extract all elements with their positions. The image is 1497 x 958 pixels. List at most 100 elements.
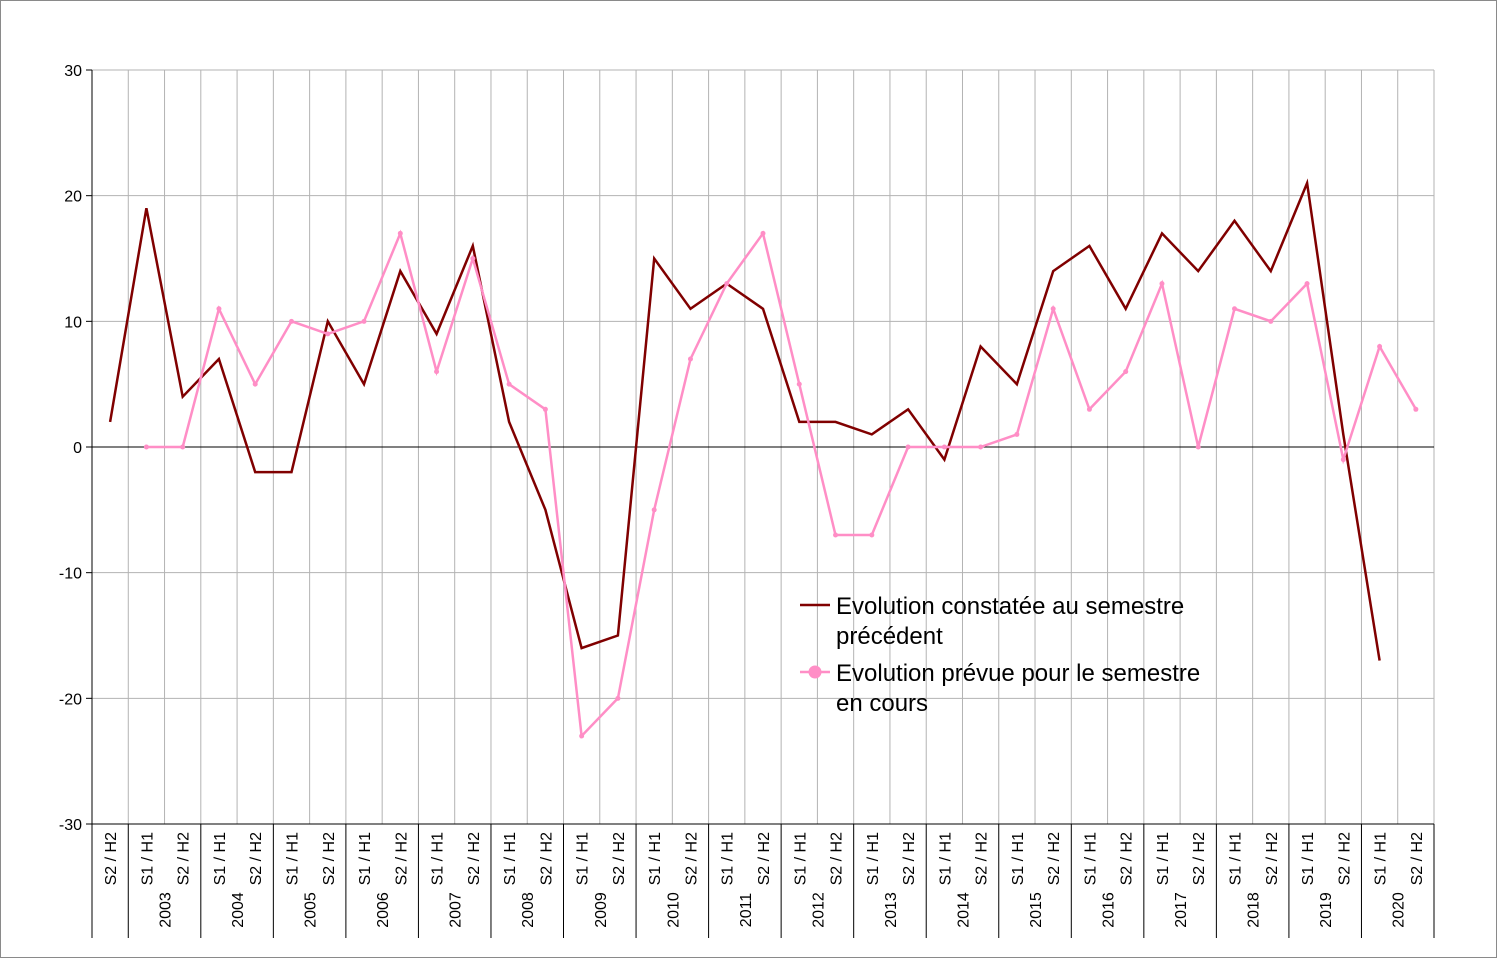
x-year-label: 2009 xyxy=(593,892,610,928)
x-axis-categories: S2 / H2 S1 / H1 S2 / H2 S1 / H1 S2 / H2 S1 / … xyxy=(91,823,1435,938)
x-tick-label: S2 / H2 xyxy=(829,832,846,885)
x-tick-label: S1 / H1 xyxy=(792,832,809,885)
y-tick-label: -20 xyxy=(59,691,82,708)
x-tick-label: S2 / H2 xyxy=(1046,832,1063,885)
series-point-forecast xyxy=(651,507,657,513)
x-tick-label: S2 / H2 xyxy=(103,832,120,885)
x-year-label: 2014 xyxy=(955,892,972,928)
x-tick-label: S1 / H1 xyxy=(1373,832,1390,885)
x-year-label: 2010 xyxy=(665,892,682,928)
x-year-label: 2004 xyxy=(230,892,247,928)
x-year-label: 2007 xyxy=(448,892,465,928)
x-tick-label: S1 / H1 xyxy=(502,832,519,885)
x-year-label: 2006 xyxy=(375,892,392,928)
x-year-label: 2005 xyxy=(303,892,320,928)
legend-swatch-forecast-marker xyxy=(808,665,822,679)
x-tick-label: S1 / H1 xyxy=(937,832,954,885)
legend-label-forecast-line1: Evolution prévue pour le semestre xyxy=(836,660,1200,687)
series-point-forecast xyxy=(1050,306,1056,312)
series-point-forecast xyxy=(1413,406,1419,412)
series-point-forecast xyxy=(1232,306,1238,312)
series-point-forecast xyxy=(760,230,766,236)
series-point-forecast xyxy=(506,381,512,387)
x-tick-label: S1 / H1 xyxy=(1228,832,1245,885)
series-point-forecast xyxy=(470,256,476,261)
x-year-label: 2016 xyxy=(1101,892,1118,928)
x-tick-label: S2 / H2 xyxy=(248,832,265,885)
x-year-label: 2003 xyxy=(158,892,175,928)
series-point-forecast xyxy=(1123,369,1129,375)
series-point-forecast xyxy=(579,733,585,739)
series-line-observed xyxy=(108,178,1381,661)
x-tick-label: S2 / H2 xyxy=(1191,832,1208,885)
series-point-forecast xyxy=(397,230,403,236)
y-tick-label: -30 xyxy=(59,817,82,834)
x-tick-label: S2 / H2 xyxy=(538,832,555,885)
y-tick-label: 10 xyxy=(64,314,82,331)
series-point-forecast xyxy=(216,306,222,312)
series-point-forecast xyxy=(1304,281,1310,287)
series-point-forecast xyxy=(1377,343,1383,349)
x-tick-label: S1 / H1 xyxy=(865,832,882,885)
y-tick-label: 30 xyxy=(64,63,82,80)
series-point-forecast xyxy=(978,444,984,450)
x-year-label: 2018 xyxy=(1246,892,1263,928)
series-point-forecast xyxy=(143,444,149,450)
series-point-forecast xyxy=(796,381,802,387)
series-point-forecast xyxy=(361,318,367,324)
y-tick-label: 0 xyxy=(73,440,82,457)
legend-label-observed-line1: Evolution constatée au semestre xyxy=(836,593,1184,620)
series-point-forecast xyxy=(434,369,440,375)
y-tick-label: -10 xyxy=(59,566,82,583)
x-tick-label: S1 / H1 xyxy=(720,832,737,885)
x-tick-label: S2 / H2 xyxy=(176,832,193,885)
legend-label-observed-line2: précédent xyxy=(836,623,943,650)
x-tick-label: S2 / H2 xyxy=(393,832,410,885)
series-point-forecast xyxy=(542,406,548,412)
series-point-forecast xyxy=(288,318,294,324)
series-point-forecast xyxy=(941,444,947,450)
x-year-label: 2011 xyxy=(738,893,755,928)
x-year-label: 2015 xyxy=(1028,892,1045,928)
y-axis-ticks: 30 20 10 0 -10 -20 -30 xyxy=(59,63,1434,834)
x-tick-label: S1 / H1 xyxy=(1300,832,1317,885)
x-year-label: 2012 xyxy=(810,892,827,928)
x-tick-label: S2 / H2 xyxy=(1409,832,1426,885)
x-tick-label: S1 / H1 xyxy=(430,832,447,885)
series-point-forecast xyxy=(325,331,331,337)
series-point-forecast xyxy=(833,532,839,538)
series-point-forecast xyxy=(869,532,875,538)
x-tick-label: S2 / H2 xyxy=(1336,832,1353,885)
series-line-forecast xyxy=(146,229,1417,739)
series-point-forecast xyxy=(1159,281,1165,287)
x-tick-label: S2 / H2 xyxy=(974,832,991,885)
x-tick-label: S1 / H1 xyxy=(1082,832,1099,885)
series-point-forecast xyxy=(1014,431,1020,437)
y-tick-label: 20 xyxy=(64,189,82,206)
series-point-forecast xyxy=(180,444,186,450)
x-year-label: 2019 xyxy=(1318,892,1335,928)
series-point-forecast xyxy=(252,381,258,387)
x-tick-label: S1 / H1 xyxy=(357,832,374,885)
series-point-forecast xyxy=(1086,406,1092,412)
x-tick-label: S2 / H2 xyxy=(1119,832,1136,885)
series-point-forecast xyxy=(724,281,730,287)
series-point-forecast xyxy=(1268,318,1274,324)
x-year-label: 2020 xyxy=(1391,892,1408,928)
series-lines xyxy=(108,178,1419,739)
series-point-forecast xyxy=(615,695,621,701)
series-point-forecast xyxy=(1340,457,1346,463)
x-tick-label: S1 / H1 xyxy=(647,832,664,885)
x-tick-label: S2 / H2 xyxy=(321,832,338,885)
x-tick-label: S1 / H1 xyxy=(284,832,301,885)
x-tick-label: S1 / H1 xyxy=(139,832,156,885)
legend: Evolution constatée au semestre précéden… xyxy=(800,593,1200,717)
x-tick-label: S2 / H2 xyxy=(683,832,700,885)
x-year-label: 2017 xyxy=(1173,892,1190,928)
series-point-forecast xyxy=(905,444,911,450)
x-tick-label: S2 / H2 xyxy=(611,832,628,885)
series-point-forecast xyxy=(1195,444,1201,450)
x-tick-label: S1 / H1 xyxy=(1010,832,1027,885)
x-tick-label: S2 / H2 xyxy=(901,832,918,885)
